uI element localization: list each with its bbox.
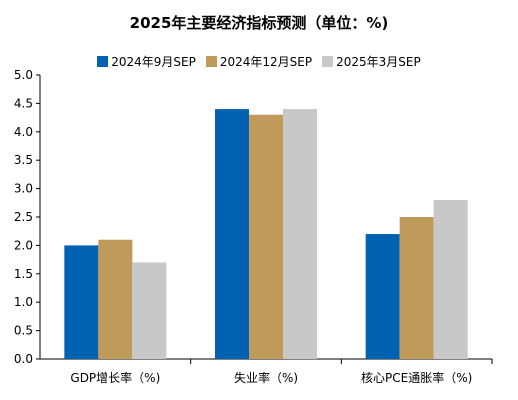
legend-label-series-1: 2024年9月SEP (111, 55, 196, 69)
bar-1-cat-2 (215, 109, 249, 359)
y-tick-label: 4.5 (14, 96, 33, 110)
bar-2-cat-1 (98, 239, 133, 359)
legend-item-series-1: 2024年9月SEP (97, 53, 196, 70)
bar-3-cat-3 (433, 199, 468, 359)
bar-3-cat-2 (283, 109, 317, 359)
bar-2-cat-3 (399, 217, 434, 359)
y-tick-label: 0.0 (14, 352, 33, 366)
legend-label-series-3: 2025年3月SEP (336, 55, 421, 69)
legend-swatch-series-1 (97, 56, 109, 67)
legend-item-series-2: 2024年12月SEP (205, 53, 313, 70)
y-tick-label: 2.0 (14, 238, 33, 252)
bar-1-cat-3 (365, 234, 400, 359)
legend-item-series-3: 2025年3月SEP (322, 53, 421, 70)
y-tick-label: 2.5 (14, 210, 33, 224)
legend-swatch-series-2 (205, 56, 217, 67)
y-tick-label: 3.5 (14, 153, 33, 167)
x-category-label: 失业率（%) (234, 370, 298, 385)
chart-title: 2025年主要经济指标预测（单位：%) (129, 14, 389, 32)
y-tick-label: 3.0 (14, 182, 33, 196)
y-tick-label: 1.5 (14, 267, 33, 281)
y-tick-label: 4.0 (14, 125, 33, 139)
chart-legend: 2024年9月SEP 2024年12月SEP 2025年3月SEP (0, 53, 518, 70)
x-category-label: GDP增长率（%) (70, 370, 160, 385)
y-tick-label: 1.0 (14, 295, 33, 309)
bar-1-cat-1 (64, 245, 99, 359)
bar-3-cat-1 (132, 262, 167, 359)
x-category-label: 核心PCE通胀率（%) (361, 370, 472, 385)
bar-2-cat-2 (249, 114, 283, 359)
y-tick-label: 5.0 (14, 68, 33, 82)
y-tick-label: 0.5 (14, 324, 33, 338)
legend-label-series-2: 2024年12月SEP (219, 55, 313, 69)
legend-swatch-series-3 (322, 56, 334, 67)
